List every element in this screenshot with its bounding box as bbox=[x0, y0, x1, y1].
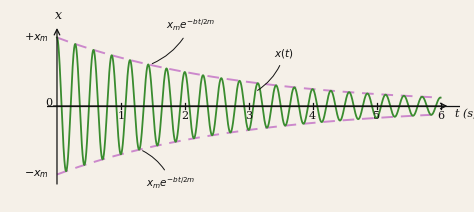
Text: 0: 0 bbox=[45, 98, 52, 108]
Text: 2: 2 bbox=[181, 112, 189, 121]
Text: $+x_m$: $+x_m$ bbox=[24, 31, 49, 44]
Text: 4: 4 bbox=[309, 112, 316, 121]
Text: 1: 1 bbox=[118, 112, 125, 121]
Text: 5: 5 bbox=[373, 112, 380, 121]
Text: $x_m e^{-bt/2m}$: $x_m e^{-bt/2m}$ bbox=[152, 17, 215, 64]
Text: x: x bbox=[55, 10, 62, 22]
Text: $x_m e^{-bt/2m}$: $x_m e^{-bt/2m}$ bbox=[143, 151, 196, 191]
Text: 6: 6 bbox=[437, 112, 444, 121]
Text: $x(t)$: $x(t)$ bbox=[257, 47, 294, 90]
Text: 3: 3 bbox=[245, 112, 252, 121]
Text: t (s): t (s) bbox=[455, 109, 474, 120]
Text: $-x_m$: $-x_m$ bbox=[24, 169, 49, 180]
